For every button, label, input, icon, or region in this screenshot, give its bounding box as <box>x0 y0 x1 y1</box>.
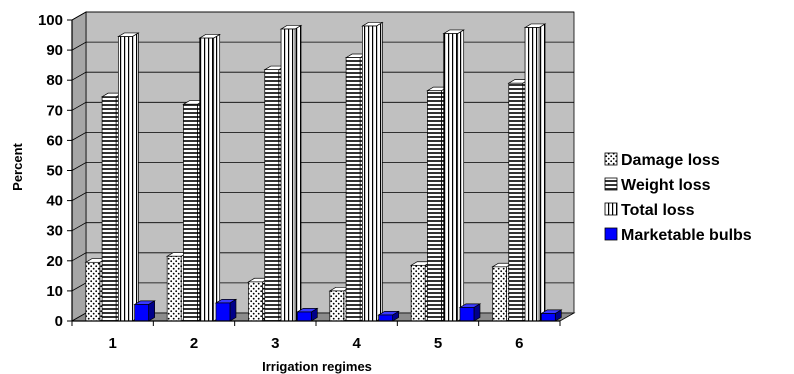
gridline <box>71 101 574 111</box>
gridline <box>71 222 574 232</box>
y-tick-label: 50 <box>46 163 63 180</box>
legend-label: Damage loss <box>621 152 720 169</box>
y-tick-label: 0 <box>55 313 63 330</box>
y-tick-label: 70 <box>46 102 63 119</box>
y-tick-label: 30 <box>46 223 63 240</box>
x-tick-label: 2 <box>190 335 198 352</box>
y-tick-label: 20 <box>46 253 63 270</box>
gridline <box>71 192 574 201</box>
x-tick-label: 3 <box>271 335 279 352</box>
bar-total-loss <box>198 33 221 322</box>
legend-swatch <box>604 177 618 191</box>
bar-marketable-bulbs <box>540 309 563 322</box>
y-axis-title: Percent <box>10 142 25 190</box>
bar-total-loss <box>361 21 384 322</box>
gridlines <box>71 11 574 292</box>
gridline <box>71 11 574 21</box>
gridline <box>71 71 574 81</box>
bars <box>84 21 563 322</box>
bar-marketable-bulbs <box>214 298 238 322</box>
x-tick-labels: 1 2 3 4 5 6 <box>71 321 561 352</box>
legend-label: Total loss <box>621 202 695 219</box>
x-tick-label: 5 <box>434 335 442 352</box>
x-tick-label: 1 <box>108 335 116 352</box>
bar-marketable-bulbs <box>296 307 319 322</box>
gridline <box>71 162 574 171</box>
y-tick-label: 40 <box>46 193 63 210</box>
bar-marketable-bulbs <box>377 310 400 322</box>
legend-swatch <box>604 202 618 216</box>
y-tick-label: 60 <box>46 132 63 149</box>
gridline <box>71 131 574 141</box>
y-tick-label: 80 <box>46 72 63 89</box>
bar-total-loss <box>117 32 140 322</box>
legend: Damage loss Weight loss Total loss Marketab… <box>604 152 752 244</box>
legend-label: Weight loss <box>621 177 711 194</box>
gridline <box>71 252 574 262</box>
y-tick-label: 90 <box>46 42 63 59</box>
bar-total-loss <box>279 24 303 322</box>
x-tick-label: 4 <box>352 335 361 352</box>
x-axis-title: Irrigation regimes <box>262 359 372 374</box>
bar-marketable-bulbs <box>458 303 482 322</box>
legend-label: Marketable bulbs <box>621 227 752 244</box>
y-tick-label: 10 <box>46 283 63 300</box>
y-tick-label: 100 <box>38 12 63 29</box>
bar-total-loss <box>442 29 465 322</box>
legend-swatch <box>604 152 618 166</box>
bar-total-loss <box>523 23 547 322</box>
bar-marketable-bulbs <box>133 300 156 322</box>
gridline <box>71 41 574 51</box>
y-tick-labels: 0 10 20 30 40 50 60 70 80 90 100 <box>38 12 72 330</box>
legend-swatch <box>604 227 618 241</box>
x-tick-label: 6 <box>515 335 523 352</box>
